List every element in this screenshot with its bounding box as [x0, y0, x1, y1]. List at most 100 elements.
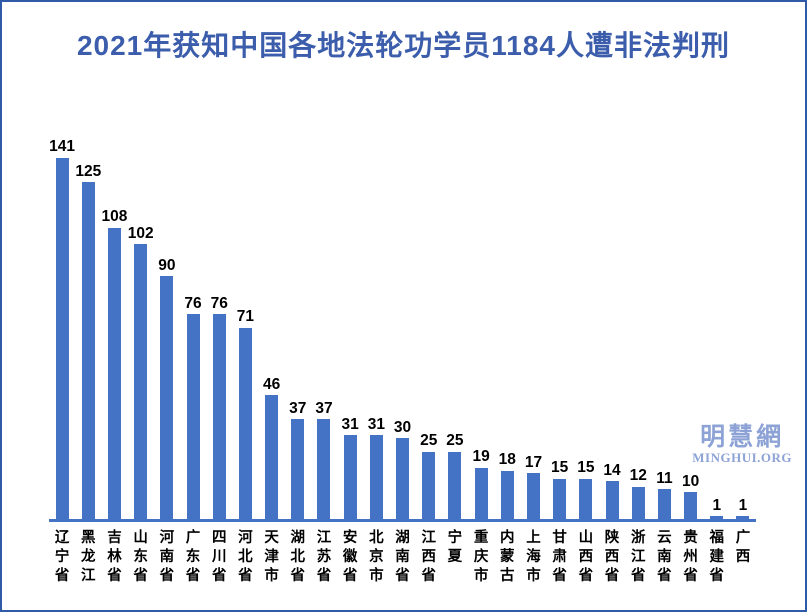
bar-value-label: 19 — [472, 448, 490, 466]
bar-value-label: 31 — [341, 415, 359, 433]
bar-group: 14 — [599, 139, 625, 519]
category-label: 辽 宁 省 — [54, 530, 70, 585]
bar-group: 30 — [389, 139, 415, 519]
bar-value-label: 71 — [236, 308, 255, 326]
bar — [710, 516, 724, 519]
bar — [736, 516, 750, 519]
bar-group: 71 — [232, 139, 258, 519]
category-label: 四 川 省 — [211, 530, 227, 585]
category-label: 湖 南 省 — [395, 530, 410, 585]
category-label: 山 东 省 — [133, 530, 148, 585]
bar — [422, 451, 436, 519]
bar-group: 37 — [311, 139, 337, 519]
bar-group: 12 — [625, 139, 651, 519]
category-label: 重 庆 市 — [473, 530, 489, 585]
bar-group: 76 — [206, 139, 232, 519]
bar-value-label: 76 — [210, 294, 228, 312]
bar-group: 25 — [442, 139, 468, 519]
bar-group: 108 — [101, 139, 127, 519]
bar — [238, 327, 252, 519]
bar-value-label: 18 — [498, 451, 516, 468]
minghui-watermark: 明慧網 MINGHUI.ORG — [692, 424, 792, 466]
bar-group: 90 — [154, 139, 180, 519]
category-label: 宁 夏 — [447, 530, 463, 566]
bar-value-label: 15 — [551, 459, 569, 477]
bar — [107, 227, 121, 519]
bar-group: 141 — [49, 139, 75, 519]
category-label: 上 海 市 — [526, 530, 541, 585]
category-label: 江 西 省 — [421, 530, 436, 585]
bar-value-label: 1 — [712, 496, 722, 514]
category-label: 广 西 — [735, 530, 751, 566]
plot-area: 141 125 108 102 90 76 76 71 46 37 37 31 31 30 25 25 19 18… — [49, 139, 756, 522]
category-label: 贵 州 省 — [683, 530, 698, 585]
category-label: 福 建 省 — [709, 530, 725, 585]
bar-value-label: 12 — [629, 467, 647, 485]
bar — [81, 182, 95, 519]
bar-group: 17 — [520, 139, 546, 519]
bar — [369, 435, 383, 519]
category-label: 河 北 省 — [238, 530, 253, 585]
category-label: 安 徽 省 — [342, 530, 358, 585]
bar-value-label: 141 — [49, 138, 76, 155]
category-label: 甘 肃 省 — [552, 530, 567, 585]
bar-group: 125 — [75, 139, 101, 519]
bar — [553, 478, 567, 519]
bar-group: 1 — [704, 139, 730, 519]
bar-group: 46 — [259, 139, 285, 519]
bar-value-label: 37 — [315, 399, 333, 417]
bar — [684, 492, 698, 519]
bar-value-label: 102 — [127, 224, 154, 242]
bar-group: 15 — [547, 139, 573, 519]
category-label: 江 苏 省 — [316, 530, 332, 585]
category-axis-labels: 辽 宁 省黑 龙 江吉 林 省山 东 省河 南 省广 东 省四 川 省河 北 省… — [49, 529, 756, 586]
bar-group: 31 — [337, 139, 363, 519]
category-label: 湖 北 省 — [290, 530, 306, 585]
bar — [500, 470, 514, 519]
bar-group: 11 — [651, 139, 677, 519]
bar-value-label: 125 — [75, 162, 102, 180]
bar-group: 31 — [363, 139, 389, 519]
bar — [474, 467, 488, 519]
bar-value-label: 76 — [184, 294, 202, 312]
minghui-logo-cjk: 明慧網 — [700, 423, 785, 451]
category-label: 天 津 市 — [264, 530, 279, 585]
bar — [265, 395, 279, 519]
bar-group: 18 — [494, 139, 520, 519]
bar-value-label: 46 — [262, 375, 281, 393]
bar-value-label: 25 — [420, 432, 438, 450]
bar-group: 15 — [573, 139, 599, 519]
bar-group: 76 — [180, 139, 206, 519]
bar-group: 37 — [285, 139, 311, 519]
bar-value-label: 25 — [446, 432, 464, 450]
category-label: 云 南 省 — [657, 530, 672, 585]
bar-value-label: 17 — [524, 453, 543, 471]
category-label: 黑 龙 江 — [81, 530, 96, 585]
bar-value-label: 108 — [101, 208, 128, 226]
bar — [291, 419, 305, 519]
bar — [160, 276, 174, 519]
category-label: 山 西 省 — [578, 530, 594, 585]
bar-value-label: 31 — [367, 415, 385, 433]
bar — [134, 244, 148, 519]
bar — [212, 314, 226, 519]
bar — [579, 478, 593, 519]
minghui-logo-url: MINGHUI.ORG — [692, 450, 792, 466]
category-label: 河 南 省 — [159, 530, 175, 585]
bar — [55, 157, 69, 519]
bar — [343, 435, 357, 519]
bar-group: 1 — [730, 139, 756, 519]
bar-group: 10 — [678, 139, 704, 519]
bar-value-label: 90 — [158, 256, 176, 274]
bar-value-label: 10 — [681, 472, 700, 490]
bar — [631, 486, 645, 519]
bar-value-label: 1 — [738, 496, 748, 514]
chart-title: 2021年获知中国各地法轮功学员1184人遭非法判刑 — [76, 30, 731, 61]
category-label: 浙 江 省 — [630, 530, 646, 585]
bar — [605, 481, 619, 519]
category-label: 北 京 市 — [369, 530, 384, 585]
bar-group: 102 — [128, 139, 154, 519]
bar — [317, 419, 331, 519]
category-label: 内 蒙 古 — [500, 530, 515, 585]
